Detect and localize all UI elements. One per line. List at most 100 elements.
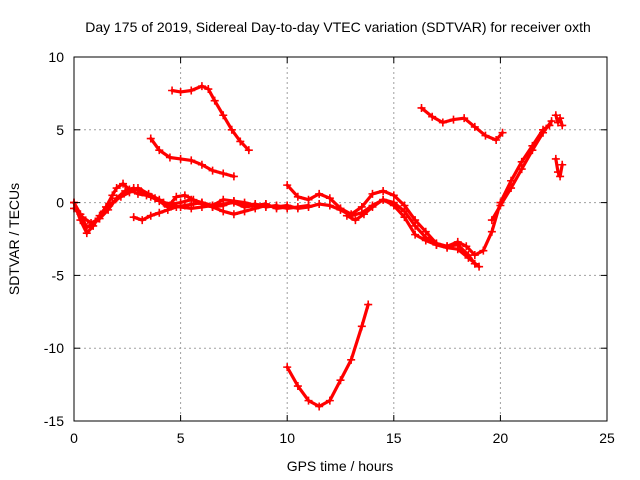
data-point	[261, 201, 270, 210]
data-point	[112, 194, 121, 203]
data-point	[146, 211, 155, 220]
chart-title: Day 175 of 2019, Sidereal Day-to-day VTE…	[85, 19, 591, 35]
data-point	[283, 363, 292, 372]
data-point	[87, 218, 96, 227]
data-point	[411, 221, 420, 230]
data-point	[82, 223, 91, 232]
data-point	[229, 197, 238, 206]
data-point	[379, 195, 388, 204]
data-point	[240, 207, 249, 216]
data-point	[379, 186, 388, 195]
data-point	[197, 82, 206, 91]
data-point	[462, 242, 471, 251]
data-point	[492, 135, 501, 144]
data-point	[146, 192, 155, 201]
data-point	[187, 156, 196, 165]
data-point	[351, 216, 360, 225]
data-point	[315, 200, 324, 209]
data-point	[304, 396, 313, 405]
data-point	[547, 117, 556, 126]
data-point	[487, 216, 496, 225]
data-point	[165, 153, 174, 162]
data-point	[368, 189, 377, 198]
data-point	[129, 184, 138, 193]
data-point	[219, 169, 228, 178]
series-line	[419, 106, 505, 142]
data-point	[129, 213, 138, 222]
data-point	[155, 197, 164, 206]
y-tick-label: -5	[52, 267, 65, 283]
series-arc-h	[283, 181, 479, 268]
data-point	[121, 186, 130, 195]
series-line	[149, 136, 236, 178]
data-point	[197, 198, 206, 207]
data-point	[251, 204, 260, 213]
data-point	[219, 111, 228, 120]
series-line	[554, 113, 564, 128]
series-arc-i	[283, 195, 484, 271]
data-point	[443, 242, 452, 251]
data-point	[368, 202, 377, 211]
data-point	[479, 246, 488, 255]
x-tick-label: 5	[177, 430, 185, 446]
data-point	[146, 134, 155, 143]
data-point	[204, 85, 213, 94]
data-point	[460, 114, 469, 123]
x-tick-label: 20	[493, 430, 509, 446]
plot-frame	[73, 56, 608, 422]
data-point	[470, 122, 479, 131]
series-layer	[70, 82, 567, 411]
data-point	[163, 205, 172, 214]
data-point	[558, 121, 567, 130]
tick-layer: 0 5 10 15 20 25 -15 -10 -5 0 5 10	[44, 49, 615, 446]
data-point	[304, 195, 313, 204]
data-point	[155, 208, 164, 217]
data-point	[464, 253, 473, 262]
y-tick-label: 5	[56, 122, 64, 138]
series-arc-k	[487, 117, 556, 225]
data-point	[176, 154, 185, 163]
data-point	[176, 87, 185, 96]
data-point	[389, 201, 398, 210]
series-line	[554, 157, 564, 178]
data-point	[553, 168, 562, 177]
data-point	[556, 114, 565, 123]
data-point	[293, 192, 302, 201]
y-tick-label: -15	[44, 413, 64, 429]
data-point	[227, 125, 236, 134]
data-point	[551, 111, 560, 120]
data-point	[95, 214, 104, 223]
series-arc-j	[342, 121, 554, 260]
data-point	[411, 230, 420, 239]
data-point	[272, 202, 281, 211]
series-arc-l	[417, 103, 507, 144]
x-tick-label: 10	[279, 430, 295, 446]
data-point	[347, 355, 356, 364]
data-point	[417, 103, 426, 112]
data-point	[453, 245, 462, 254]
data-point	[336, 376, 345, 385]
data-point	[507, 184, 516, 193]
data-point	[138, 188, 147, 197]
series-arc-n	[551, 154, 567, 181]
data-point	[449, 115, 458, 124]
data-point	[168, 86, 177, 95]
series-arc-f	[168, 82, 253, 155]
data-point	[119, 179, 128, 188]
x-tick-label: 15	[386, 430, 402, 446]
data-point	[78, 213, 87, 222]
data-point	[283, 201, 292, 210]
x-axis-label: GPS time / hours	[287, 458, 394, 474]
data-point	[475, 262, 484, 271]
data-point	[551, 154, 560, 163]
data-point	[104, 205, 113, 214]
data-point	[172, 192, 181, 201]
data-point	[400, 213, 409, 222]
data-point	[336, 205, 345, 214]
data-point	[208, 166, 217, 175]
data-point	[293, 382, 302, 391]
series-arc-e	[146, 134, 238, 181]
series-line	[345, 123, 552, 257]
